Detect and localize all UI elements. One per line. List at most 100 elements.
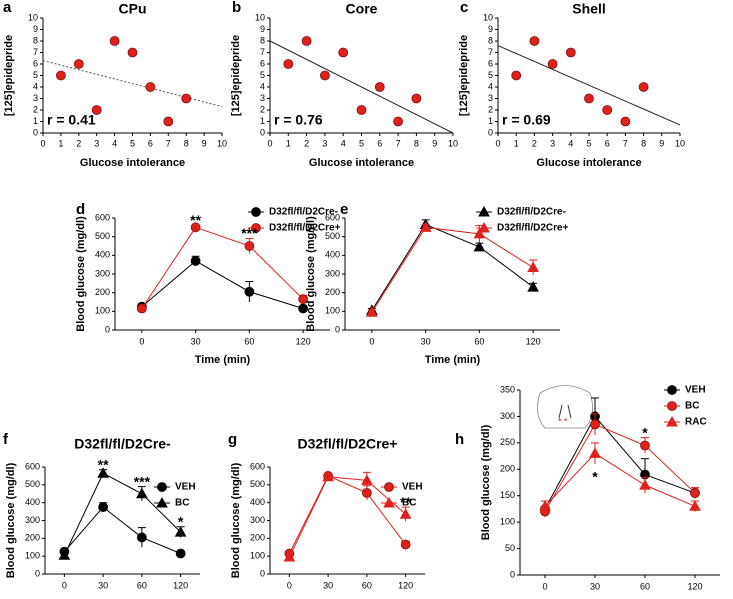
annotation: r = 0.76 xyxy=(274,112,323,128)
y-tick-label: 200 xyxy=(325,287,340,297)
marker xyxy=(190,256,201,266)
fit-line xyxy=(497,45,681,126)
x-tick-label: 120 xyxy=(173,580,188,590)
legend-label: VEH xyxy=(685,385,706,396)
marker xyxy=(361,487,372,498)
x-tick-label: 60 xyxy=(137,580,147,590)
x-axis-label: Glucose intolerance xyxy=(536,157,641,169)
y-tick-label: 3 xyxy=(488,93,493,103)
point xyxy=(91,105,102,115)
legend-label: VEH xyxy=(175,482,196,493)
x-tick-label: 2 xyxy=(532,138,537,148)
panel-label: a xyxy=(3,0,12,16)
significance: ** xyxy=(98,456,109,472)
marker xyxy=(322,470,334,482)
point xyxy=(529,36,540,46)
y-axis-label: [125]epidepride xyxy=(3,35,15,116)
x-tick-label: 5 xyxy=(586,138,591,148)
injection-site: * * xyxy=(558,416,568,426)
marker xyxy=(174,526,187,537)
legend-label: D32fl/fl/D2Cre- xyxy=(497,207,566,218)
x-axis-label: Time (min) xyxy=(195,354,251,366)
x-tick-label: 8 xyxy=(184,138,189,148)
y-tick-label: 4 xyxy=(33,81,38,91)
y-tick-label: 3 xyxy=(33,93,38,103)
y-tick-label: 0 xyxy=(33,127,38,137)
x-tick-label: 60 xyxy=(640,581,650,591)
y-tick-label: 3 xyxy=(260,93,265,103)
x-axis-label: Time (min) xyxy=(425,354,481,366)
y-tick-label: 7 xyxy=(33,47,38,57)
y-tick-label: 600 xyxy=(325,212,340,222)
point xyxy=(73,59,84,69)
y-tick-label: 500 xyxy=(325,231,340,241)
y-tick-label: 4 xyxy=(488,81,493,91)
y-tick-label: 8 xyxy=(33,35,38,45)
marker xyxy=(473,227,486,239)
chart-title: Core xyxy=(346,1,378,17)
x-tick-label: 4 xyxy=(112,138,117,148)
marker xyxy=(136,532,147,543)
x-tick-label: 8 xyxy=(641,138,646,148)
marker xyxy=(590,419,600,430)
x-tick-label: 30 xyxy=(191,336,201,346)
legend-label: VEH xyxy=(402,482,423,493)
chart-title: Shell xyxy=(572,1,605,17)
point xyxy=(163,116,174,127)
point xyxy=(301,36,312,46)
fit-line xyxy=(42,60,223,108)
x-tick-label: 4 xyxy=(568,138,573,148)
point xyxy=(127,47,138,58)
cannula xyxy=(558,404,572,419)
point xyxy=(620,116,631,127)
y-tick-label: 100 xyxy=(500,517,515,527)
x-tick-label: 7 xyxy=(623,138,628,148)
point xyxy=(638,82,649,92)
point xyxy=(109,36,120,46)
y-tick-label: 6 xyxy=(33,58,38,68)
marker xyxy=(690,488,700,498)
y-tick-label: 0 xyxy=(260,127,265,137)
marker xyxy=(175,548,186,559)
x-axis-label: Glucose intolerance xyxy=(309,157,414,169)
marker xyxy=(97,467,109,478)
chart-title: D32fl/fl/D2Cre+ xyxy=(298,436,398,452)
y-tick-label: 2 xyxy=(488,104,493,114)
y-axis-label: Blood glucose (mg/dl) xyxy=(75,216,87,332)
x-tick-label: 7 xyxy=(166,138,171,148)
marker xyxy=(384,482,394,492)
marker xyxy=(640,440,650,451)
point xyxy=(181,93,192,104)
significance: ** xyxy=(190,212,201,228)
x-axis-label: Time (min) xyxy=(95,598,151,599)
y-tick-label: 600 xyxy=(95,212,110,222)
x-tick-label: 5 xyxy=(130,138,135,148)
y-tick-label: 200 xyxy=(25,533,40,543)
y-tick-label: 10 xyxy=(255,12,265,22)
series-line xyxy=(288,476,406,558)
significance: ** xyxy=(400,494,411,510)
y-axis-label: [125]epidepride xyxy=(230,35,242,116)
x-tick-label: 6 xyxy=(377,138,382,148)
point xyxy=(338,47,349,58)
marker xyxy=(473,240,486,252)
x-tick-label: 3 xyxy=(322,138,327,148)
marker xyxy=(283,551,296,562)
x-tick-label: 0 xyxy=(139,336,144,346)
marker xyxy=(156,496,168,508)
significance: * xyxy=(592,469,598,485)
y-tick-label: 100 xyxy=(325,306,340,316)
y-tick-label: 5 xyxy=(260,70,265,80)
y-tick-label: 350 xyxy=(500,384,515,394)
y-tick-label: 2 xyxy=(260,104,265,114)
significance: *** xyxy=(134,473,151,489)
y-tick-label: 200 xyxy=(95,287,110,297)
x-tick-label: 9 xyxy=(202,138,207,148)
point xyxy=(602,105,613,115)
series-line xyxy=(371,226,534,313)
x-tick-label: 10 xyxy=(217,138,227,148)
marker xyxy=(366,306,378,317)
y-tick-label: 400 xyxy=(325,250,340,260)
